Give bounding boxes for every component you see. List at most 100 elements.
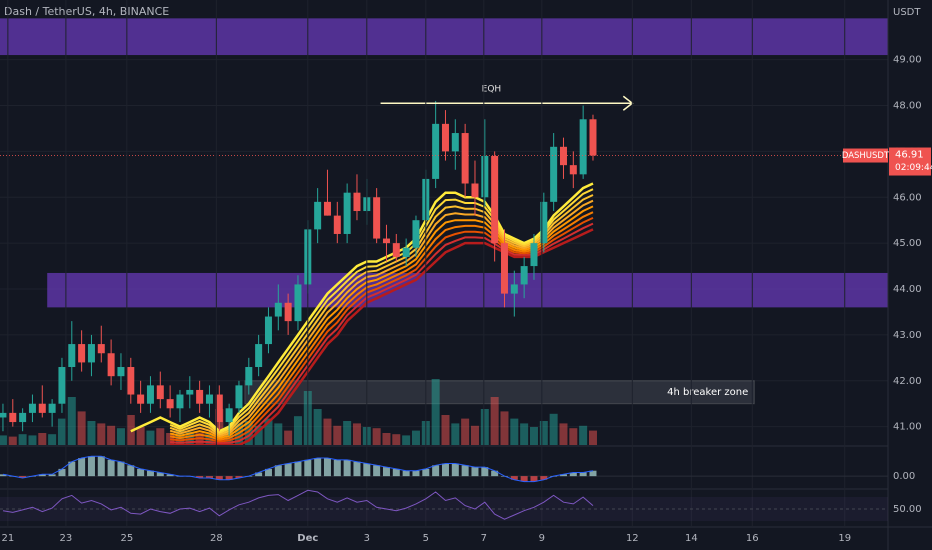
- chart-title: Dash / TetherUS, 4h, BINANCE: [4, 5, 169, 18]
- volume-bar: [559, 423, 568, 445]
- price-tag: [889, 147, 931, 176]
- candle-body: [264, 316, 272, 345]
- volume-bar: [461, 418, 470, 445]
- macd-bar: [461, 465, 469, 477]
- volume-bar: [510, 418, 519, 445]
- macd-bar: [146, 470, 154, 477]
- volume-bar: [529, 427, 538, 445]
- candle-body: [215, 394, 223, 423]
- macd-bar: [68, 461, 76, 477]
- countdown-label: 02:09:44: [895, 163, 932, 173]
- macd-bar: [225, 476, 233, 480]
- zone: [47, 272, 888, 308]
- macd-bar: [127, 465, 135, 477]
- candle-body: [353, 192, 361, 212]
- volume-bar: [97, 423, 106, 445]
- ribbon-line: [169, 199, 594, 438]
- candle-body: [323, 201, 331, 216]
- candle-body: [441, 123, 449, 152]
- x-tick-label: 19: [838, 533, 851, 544]
- macd-bar: [520, 476, 528, 482]
- volume-bar: [411, 430, 420, 445]
- candle-body: [19, 412, 27, 423]
- candle-body: [382, 238, 390, 244]
- volume-bar: [48, 434, 57, 445]
- candle-body: [333, 215, 341, 234]
- macd-bar: [422, 468, 430, 477]
- macd-bar: [274, 465, 282, 477]
- volume-bar: [38, 433, 47, 445]
- y-tick-label: 45.00: [893, 238, 922, 249]
- ribbon-line: [170, 222, 594, 445]
- macd-bar: [264, 468, 272, 477]
- candle-body: [481, 155, 489, 198]
- candle-body: [559, 146, 567, 166]
- macd-bar: [97, 456, 105, 477]
- macd-bar: [412, 470, 420, 477]
- macd-bar: [196, 476, 204, 478]
- zone: [0, 18, 888, 56]
- x-tick-label: 25: [120, 533, 133, 544]
- x-tick-label: 12: [626, 533, 639, 544]
- x-tick-label: 3: [364, 533, 370, 544]
- candle-body: [156, 385, 164, 400]
- ribbon-line: [169, 216, 594, 443]
- eqh-label: EQH: [482, 85, 502, 95]
- y-tick-label: 41.00: [893, 422, 922, 433]
- macd-bar: [48, 474, 56, 477]
- macd-bar: [471, 467, 479, 477]
- candle-body: [461, 133, 469, 184]
- volume-bar: [470, 425, 479, 445]
- volume-bar: [343, 421, 352, 445]
- zone-label: 4h breaker zone: [667, 387, 748, 398]
- macd-bar: [137, 468, 145, 477]
- candle-body: [274, 302, 282, 317]
- macd-bar: [353, 461, 361, 477]
- symbol-label: DASHUSDT: [842, 151, 890, 161]
- candle-body: [107, 353, 115, 377]
- volume-bar: [352, 423, 361, 445]
- candle-body: [58, 367, 66, 404]
- macd-bar: [58, 468, 66, 477]
- volume-bar: [0, 435, 7, 445]
- x-tick-label: 7: [481, 533, 487, 544]
- volume-bar: [480, 409, 489, 445]
- volume-bar: [333, 425, 342, 445]
- volume-bar: [549, 413, 558, 445]
- macd-bar: [589, 470, 597, 477]
- volume-bar: [520, 423, 529, 445]
- candle-body: [205, 394, 213, 404]
- ema-line: [170, 228, 594, 445]
- x-tick-label: 21: [1, 533, 14, 544]
- x-tick-label: 9: [539, 533, 545, 544]
- zone: [244, 380, 755, 405]
- candle-body: [97, 344, 105, 354]
- macd-bar: [392, 468, 400, 477]
- x-tick-label: 28: [210, 533, 223, 544]
- volume-bar: [156, 428, 165, 445]
- y-tick-label: 42.00: [893, 376, 922, 387]
- volume-bar: [28, 435, 37, 445]
- volume-bar: [87, 421, 96, 445]
- candle-body: [78, 344, 86, 363]
- volume-bar: [569, 428, 578, 445]
- volume-bar: [67, 397, 76, 445]
- volume-bar: [234, 423, 243, 445]
- volume-bar: [77, 411, 86, 445]
- macd-bar: [87, 456, 95, 477]
- candle-body: [245, 367, 253, 386]
- macd-bar: [235, 476, 243, 478]
- candle-body: [491, 155, 499, 244]
- macd-bar: [255, 472, 263, 477]
- candle-body: [176, 394, 184, 409]
- candle-body: [589, 119, 597, 156]
- macd-bar: [481, 467, 489, 477]
- currency-label: USDT: [893, 7, 921, 18]
- candle-body: [500, 243, 508, 294]
- macd-bar: [451, 463, 459, 477]
- volume-bar: [500, 411, 509, 445]
- candle-body: [530, 243, 538, 267]
- ribbon-line: [169, 211, 594, 441]
- candle-body: [510, 284, 518, 294]
- macd-bar: [19, 476, 27, 478]
